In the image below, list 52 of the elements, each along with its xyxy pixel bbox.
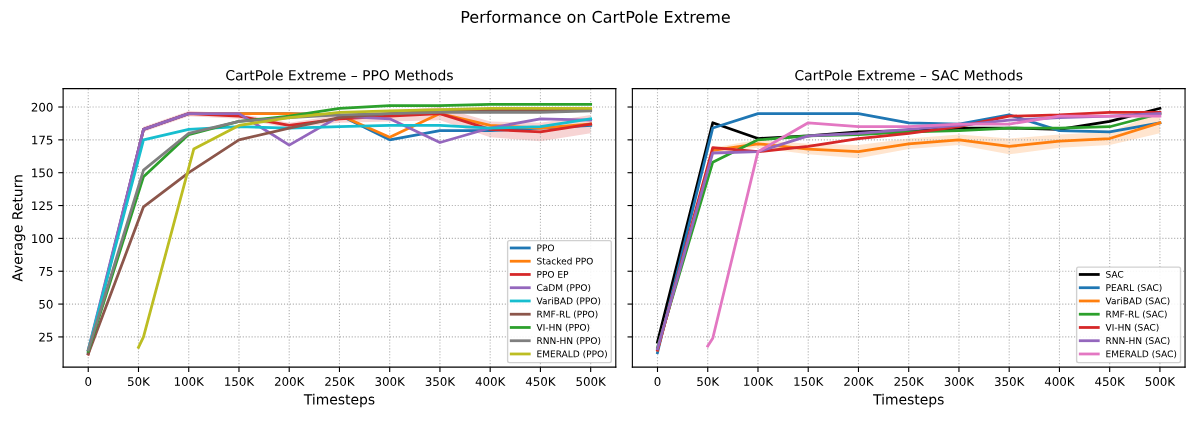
y-axis-title: Average Return	[12, 175, 26, 282]
chart-title: CartPole Extreme – SAC Methods	[795, 69, 1023, 81]
legend-label: CaDM (PPO)	[537, 284, 591, 293]
x-tick-label: 500K	[1145, 377, 1176, 386]
x-axis-title: Timesteps	[303, 393, 375, 408]
x-tick-label: 450K	[525, 377, 556, 386]
x-tick-label: 250K	[894, 377, 925, 386]
chart-title: CartPole Extreme – PPO Methods	[226, 69, 453, 81]
x-tick-label: 150K	[794, 377, 824, 386]
legend-label: PPO EP	[537, 270, 569, 278]
legend-label: RMF-RL (PPO)	[537, 310, 598, 319]
legend-label: VI-HN (SAC)	[1105, 323, 1159, 332]
x-tick-label: 50K	[128, 377, 151, 386]
y-tick-label: 100	[32, 234, 53, 244]
x-tick-label: 0	[654, 377, 661, 386]
y-tick-label: 50	[39, 299, 53, 309]
x-tick-label: 400K	[475, 377, 506, 386]
x-tick-label: 50K	[697, 377, 720, 386]
legend-label: SAC	[1106, 270, 1124, 278]
legend-label: RMF-RL (SAC)	[1106, 310, 1167, 319]
x-tick-label: 150K	[225, 377, 255, 386]
x-tick-label: 250K	[325, 377, 355, 386]
y-tick-label: 125	[32, 201, 53, 211]
x-tick-label: 100K	[744, 377, 774, 386]
x-tick-label: 300K	[944, 377, 975, 386]
x-tick-label: 0	[85, 377, 92, 386]
legend-label: PPO	[537, 244, 554, 252]
y-tick-label: 150	[32, 168, 53, 178]
x-tick-label: 200K	[274, 377, 305, 386]
legend-label: VariBAD (PPO)	[536, 297, 601, 306]
y-tick-label: 75	[39, 267, 53, 276]
legend-label: VI-HN (PPO)	[536, 323, 590, 332]
legend-label: EMERALD (PPO)	[537, 350, 607, 359]
y-tick-label: 175	[32, 135, 53, 145]
legend-label: Stacked PPO	[537, 257, 593, 265]
legend-label: PEARL (SAC)	[1106, 284, 1162, 293]
x-tick-label: 500K	[576, 377, 607, 386]
x-tick-label: 300K	[375, 377, 406, 386]
text: Performance on CartPole Extreme	[461, 10, 730, 23]
legend-label: VariBAD (SAC)	[1105, 297, 1170, 306]
y-tick-label: 25	[39, 332, 53, 342]
x-tick-label: 200K	[844, 377, 874, 386]
x-tick-label: 350K	[425, 377, 456, 386]
x-tick-label: 100K	[174, 377, 205, 386]
x-axis-title: Timesteps	[873, 393, 944, 408]
x-tick-label: 350K	[994, 377, 1025, 386]
legend-label: RNN-HN (PPO)	[537, 337, 601, 346]
x-tick-label: 400K	[1044, 377, 1075, 386]
x-tick-label: 450K	[1095, 377, 1126, 386]
y-tick-label: 200	[31, 102, 53, 112]
legend-label: RNN-HN (SAC)	[1106, 337, 1170, 346]
legend-label: EMERALD (SAC)	[1106, 350, 1177, 359]
